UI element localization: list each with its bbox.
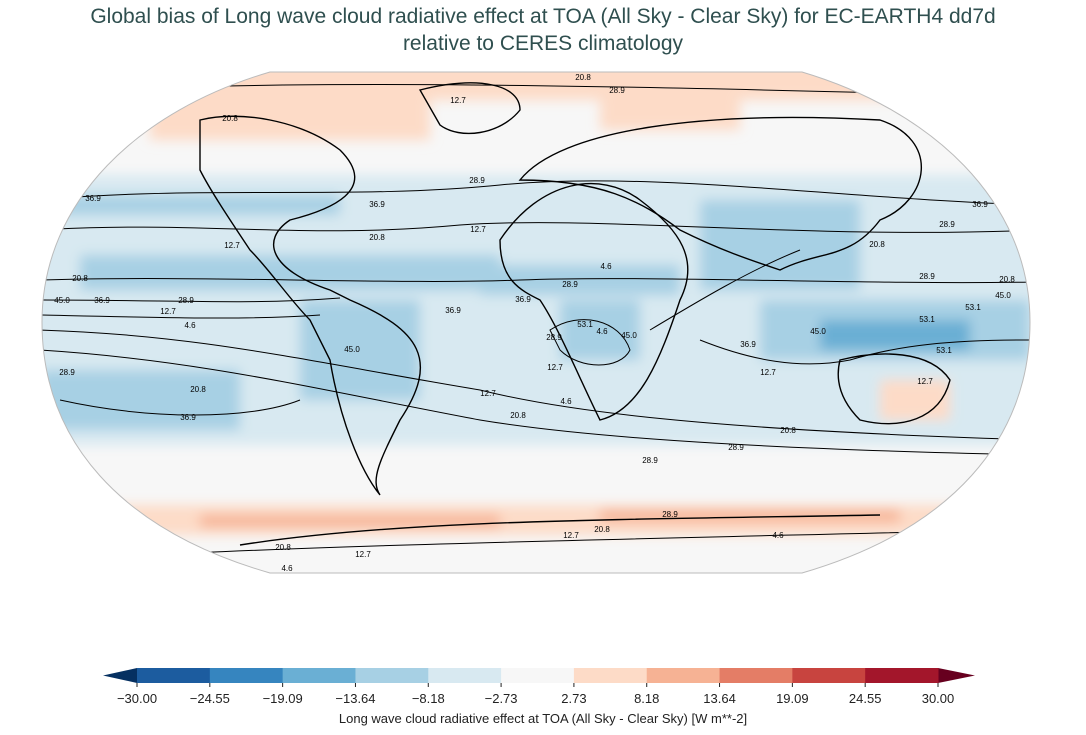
contour-label: 28.9	[642, 456, 658, 465]
contour-label: 20.8	[780, 426, 796, 435]
contour-label: 28.9	[178, 296, 194, 305]
contour-label: 28.9	[546, 333, 562, 342]
contour-label: 45.0	[344, 345, 360, 354]
contour-label: 20.8	[72, 274, 88, 283]
contour-label: 36.9	[180, 413, 196, 422]
contour-label: 12.7	[563, 531, 579, 540]
map: 20.828.912.720.836.928.936.920.812.728.9…	[41, 71, 1031, 574]
contour-label: 53.1	[936, 346, 952, 355]
colorbar-segment	[428, 668, 502, 683]
colorbar-segment	[501, 668, 575, 683]
contour-label: 28.9	[919, 272, 935, 281]
colorbar-tick-label: 30.00	[922, 691, 955, 706]
contour-label: 12.7	[160, 307, 176, 316]
contour-label: 28.9	[59, 368, 75, 377]
colorbar-tick-label: −24.55	[190, 691, 230, 706]
colorbar-tick-label: 24.55	[849, 691, 882, 706]
colorbar-tick-label: 8.18	[634, 691, 659, 706]
contour-label: 36.9	[972, 200, 988, 209]
contour-label: 53.1	[965, 303, 981, 312]
contour-label: 36.9	[85, 194, 101, 203]
contour-label: 45.0	[54, 296, 70, 305]
contour-labels: 20.828.912.720.836.928.936.920.812.728.9…	[54, 73, 1015, 573]
colorbar-segment	[792, 668, 866, 683]
bias-field	[42, 72, 1030, 573]
contour-label: 28.9	[662, 510, 678, 519]
contour-label: 45.0	[995, 291, 1011, 300]
colorbar-over-arrow	[938, 668, 975, 683]
contour-label: 12.7	[224, 241, 240, 250]
chart-title: Global bias of Long wave cloud radiative…	[0, 3, 1086, 57]
contour-label: 28.9	[939, 220, 955, 229]
colorbar-segment	[282, 668, 356, 683]
contour-label: 20.8	[190, 385, 206, 394]
contour-label: 36.9	[515, 295, 531, 304]
colorbar-tick-label: −8.18	[412, 691, 445, 706]
title-line-2: relative to CERES climatology	[402, 32, 684, 55]
contour-label: 20.8	[222, 114, 238, 123]
contour-label: 12.7	[760, 368, 776, 377]
contour-label: 12.7	[450, 96, 466, 105]
colorbar-tick-label: −19.09	[263, 691, 303, 706]
contour-label: 4.6	[560, 397, 572, 406]
contour-label: 20.8	[575, 73, 591, 82]
coastlines	[199, 82, 951, 546]
contour-label: 45.0	[810, 327, 826, 336]
contour-label: 28.9	[728, 443, 744, 452]
contour-label: 12.7	[355, 550, 371, 559]
contour-label: 36.9	[740, 340, 756, 349]
contour-label: 20.8	[275, 543, 291, 552]
contour-label: 20.8	[594, 525, 610, 534]
colorbar-segment	[355, 668, 429, 683]
colorbar-tick-label: −30.00	[117, 691, 157, 706]
colorbar-segment	[719, 668, 793, 683]
contour-label: 20.8	[369, 233, 385, 242]
contour-label: 4.6	[596, 327, 608, 336]
contour-label: 4.6	[184, 321, 196, 330]
colorbar-segment	[209, 668, 284, 683]
contour-label: 4.6	[600, 262, 612, 271]
contour-label: 4.6	[281, 564, 293, 573]
contour-label: 4.6	[772, 531, 784, 540]
contour-label: 36.9	[369, 200, 385, 209]
contour-label: 20.8	[999, 275, 1015, 284]
contour-label: 12.7	[917, 377, 933, 386]
colorbar-segment	[865, 668, 939, 683]
colorbar-segment	[573, 668, 648, 683]
colorbar-segment	[137, 668, 211, 683]
colorbar-tick-label: 19.09	[776, 691, 809, 706]
colorbar-tick-label: −13.64	[335, 691, 375, 706]
contour-label: 53.1	[919, 315, 935, 324]
title-line-1: Global bias of Long wave cloud radiative…	[90, 5, 996, 28]
colorbar-tick-label: −2.73	[485, 691, 518, 706]
colorbar-under-arrow	[103, 668, 137, 683]
contour-label: 45.0	[621, 331, 637, 340]
contour-label: 12.7	[547, 363, 563, 372]
colorbar-tick-label: 2.73	[561, 691, 586, 706]
contour-label: 28.9	[562, 280, 578, 289]
contour-label: 36.9	[94, 296, 110, 305]
colorbar-label: Long wave cloud radiative effect at TOA …	[338, 711, 748, 726]
contour-lines	[42, 84, 1030, 561]
colorbar-tick-label: 13.64	[703, 691, 736, 706]
contour-label: 28.9	[469, 176, 485, 185]
contour-label: 36.9	[445, 306, 461, 315]
contour-label: 20.8	[510, 411, 526, 420]
contour-label: 28.9	[609, 86, 625, 95]
contour-label: 12.7	[470, 225, 486, 234]
contour-label: 20.8	[869, 240, 885, 249]
contour-label: 53.1	[577, 320, 593, 329]
contour-label: 12.7	[480, 389, 496, 398]
colorbar-segment	[646, 668, 721, 683]
